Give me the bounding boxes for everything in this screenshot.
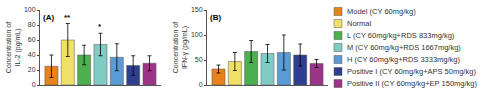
svg-text:Positive I (CY 60mg/kg+APS 50m: Positive I (CY 60mg/kg+APS 50mg/kg) — [347, 67, 476, 76]
svg-text:Positive II (CY 60mg/kg+EP 150: Positive II (CY 60mg/kg+EP 150mg/kg) — [347, 79, 477, 88]
svg-text:Normal: Normal — [347, 19, 372, 28]
svg-text:100: 100 — [191, 31, 203, 38]
svg-text:L (CY 60mg/kg+RDS 833mg/kg): L (CY 60mg/kg+RDS 833mg/kg) — [347, 31, 455, 40]
svg-text:M (CY 60mg/kg+RDS 1667mg/kg): M (CY 60mg/kg+RDS 1667mg/kg) — [347, 43, 461, 52]
svg-text:*: * — [98, 22, 102, 31]
svg-text:0: 0 — [199, 81, 203, 88]
svg-text:60: 60 — [28, 36, 36, 43]
svg-text:H (CY 60mg/kg+RDS 3333mg/kg): H (CY 60mg/kg+RDS 3333mg/kg) — [347, 55, 461, 64]
svg-text:Concentration ofIFN-γ (pg/mL): Concentration ofIFN-γ (pg/mL) — [172, 22, 189, 73]
svg-text:Concentration ofIL-2 (pg/mL): Concentration ofIL-2 (pg/mL) — [5, 22, 22, 73]
svg-text:100: 100 — [24, 6, 36, 13]
svg-text:40: 40 — [28, 51, 36, 58]
svg-text:Model (CY 60mg/kg): Model (CY 60mg/kg) — [347, 7, 416, 16]
svg-text:80: 80 — [28, 21, 36, 28]
svg-text:0: 0 — [32, 81, 36, 88]
svg-text:**: ** — [64, 13, 71, 22]
svg-text:150: 150 — [191, 6, 203, 13]
svg-text:(B): (B) — [210, 13, 221, 22]
svg-text:(A): (A) — [43, 13, 54, 22]
svg-text:20: 20 — [28, 66, 36, 73]
svg-text:50: 50 — [195, 56, 203, 63]
